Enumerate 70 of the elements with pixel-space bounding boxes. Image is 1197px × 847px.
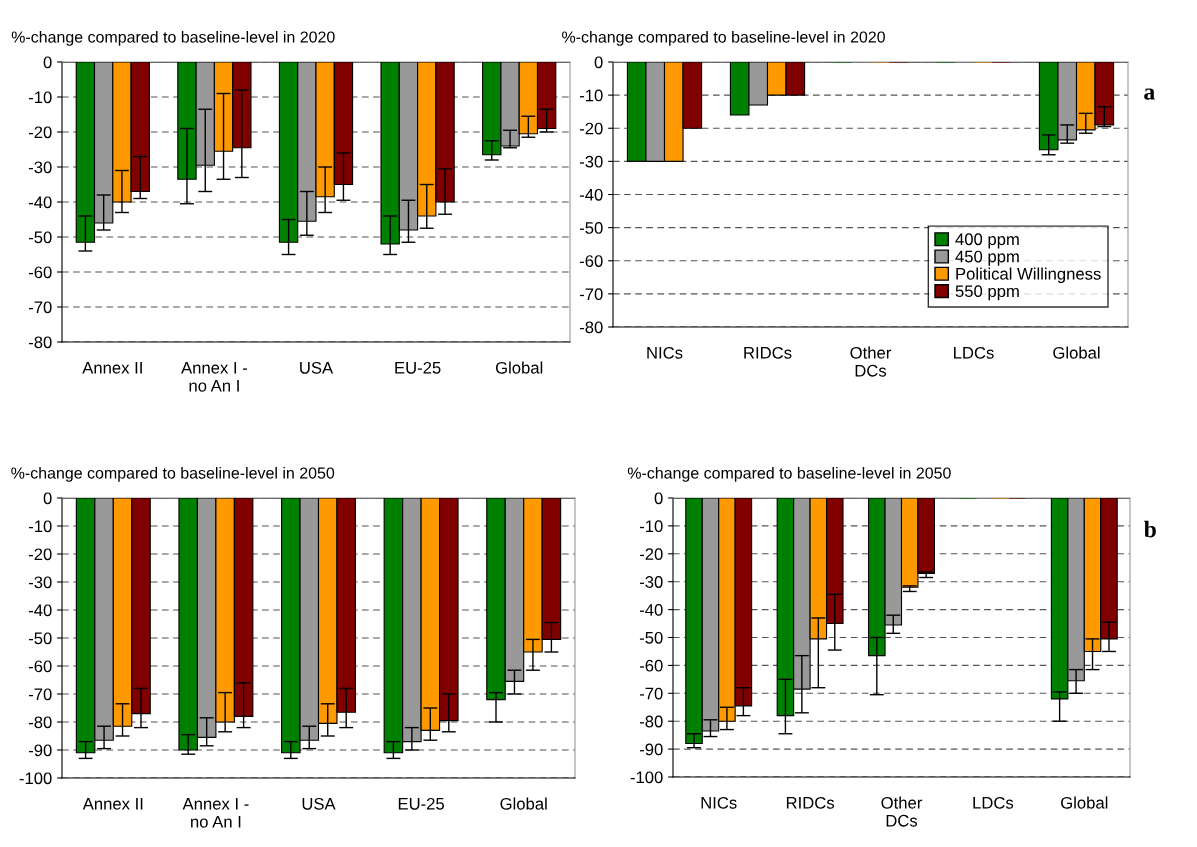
y-tick-label: -60 [28,266,52,279]
y-tick-label: -40 [28,604,52,617]
y-tick-label: -20 [28,126,52,139]
y-tick-label: 0 [654,492,663,505]
y-tick-label: -50 [28,632,52,645]
y-tick-label: -80 [28,336,52,349]
y-tick-label: 0 [43,56,52,69]
x-tick-label: USA [300,361,334,374]
y-tick-label: -60 [639,659,663,672]
text: b [1144,520,1156,538]
y-tick-label: -20 [639,548,663,560]
x-tick-label: LDCs [954,346,994,359]
y-tick-label: -60 [28,660,52,673]
y-tick-label: -40 [639,604,663,616]
x-tick-label: Global [495,361,543,374]
x-tick-label: Global [1061,796,1108,809]
x-tick-label: Other DCs [850,346,892,377]
y-tick-label: -30 [579,155,603,168]
y-tick-label: -10 [28,91,52,104]
x-tick-label: EU-25 [395,361,441,374]
x-tick-label: NICs [701,796,737,809]
x-tick-label: LDCs [973,796,1014,809]
chart-title: %-change compared to baseline-level in 2020 [562,30,885,46]
x-tick-label: Other DCs [881,796,923,827]
y-tick-label: -60 [579,255,603,267]
y-tick-label: -90 [639,743,663,756]
x-tick-label: Global [1053,346,1100,359]
legend-label: Political Willingness [956,267,1101,284]
y-tick-label: -30 [639,576,663,588]
y-tick-label: -100 [19,772,52,785]
chart-title: %-change compared to baseline-level in 2050 [11,466,335,482]
x-tick-label: USA [302,797,336,810]
legend-label: 550 ppm [955,285,1019,301]
y-tick-label: -70 [28,301,52,314]
y-tick-label: -10 [639,520,663,533]
y-tick-label: -90 [28,744,52,757]
y-tick-label: -50 [639,631,663,644]
y-tick-label: -70 [579,288,603,301]
y-tick-label: -80 [639,715,663,728]
y-tick-label: -80 [28,716,52,729]
y-tick-label: -80 [579,321,603,334]
legend-label: 450 ppm [955,250,1019,266]
x-tick-label: EU-25 [398,797,445,810]
x-tick-label: Annex II [82,798,143,810]
y-tick-label: 0 [594,56,603,69]
text: a [1144,88,1155,100]
y-tick-label: -70 [28,688,52,701]
y-tick-label: -50 [28,231,52,244]
x-tick-label: Annex I - no An I [182,798,249,828]
legend-label: 400 ppm [955,233,1019,249]
y-tick-label: -70 [639,687,663,700]
y-tick-label: -10 [579,89,603,102]
chart-title: %-change compared to baseline-level in 2020 [11,30,335,46]
x-tick-label: Annex II [82,362,142,374]
x-tick-label: Annex I - no An I [181,362,248,392]
y-tick-label: -30 [28,576,52,589]
x-tick-label: Global [500,797,547,810]
y-tick-label: -20 [579,122,603,135]
y-tick-label: -40 [28,196,52,209]
x-tick-label: NICs [647,346,683,359]
y-tick-label: -100 [630,771,663,784]
y-tick-label: -10 [28,520,52,533]
y-tick-label: 0 [43,492,52,505]
chart-title: %-change compared to baseline-level in 2050 [627,466,951,482]
y-tick-label: -30 [28,161,52,174]
y-tick-label: -40 [579,188,603,201]
x-tick-label: RIDCs [744,346,792,359]
y-tick-label: -20 [28,548,52,561]
y-tick-label: -50 [579,222,603,234]
x-tick-label: RIDCs [786,796,835,809]
